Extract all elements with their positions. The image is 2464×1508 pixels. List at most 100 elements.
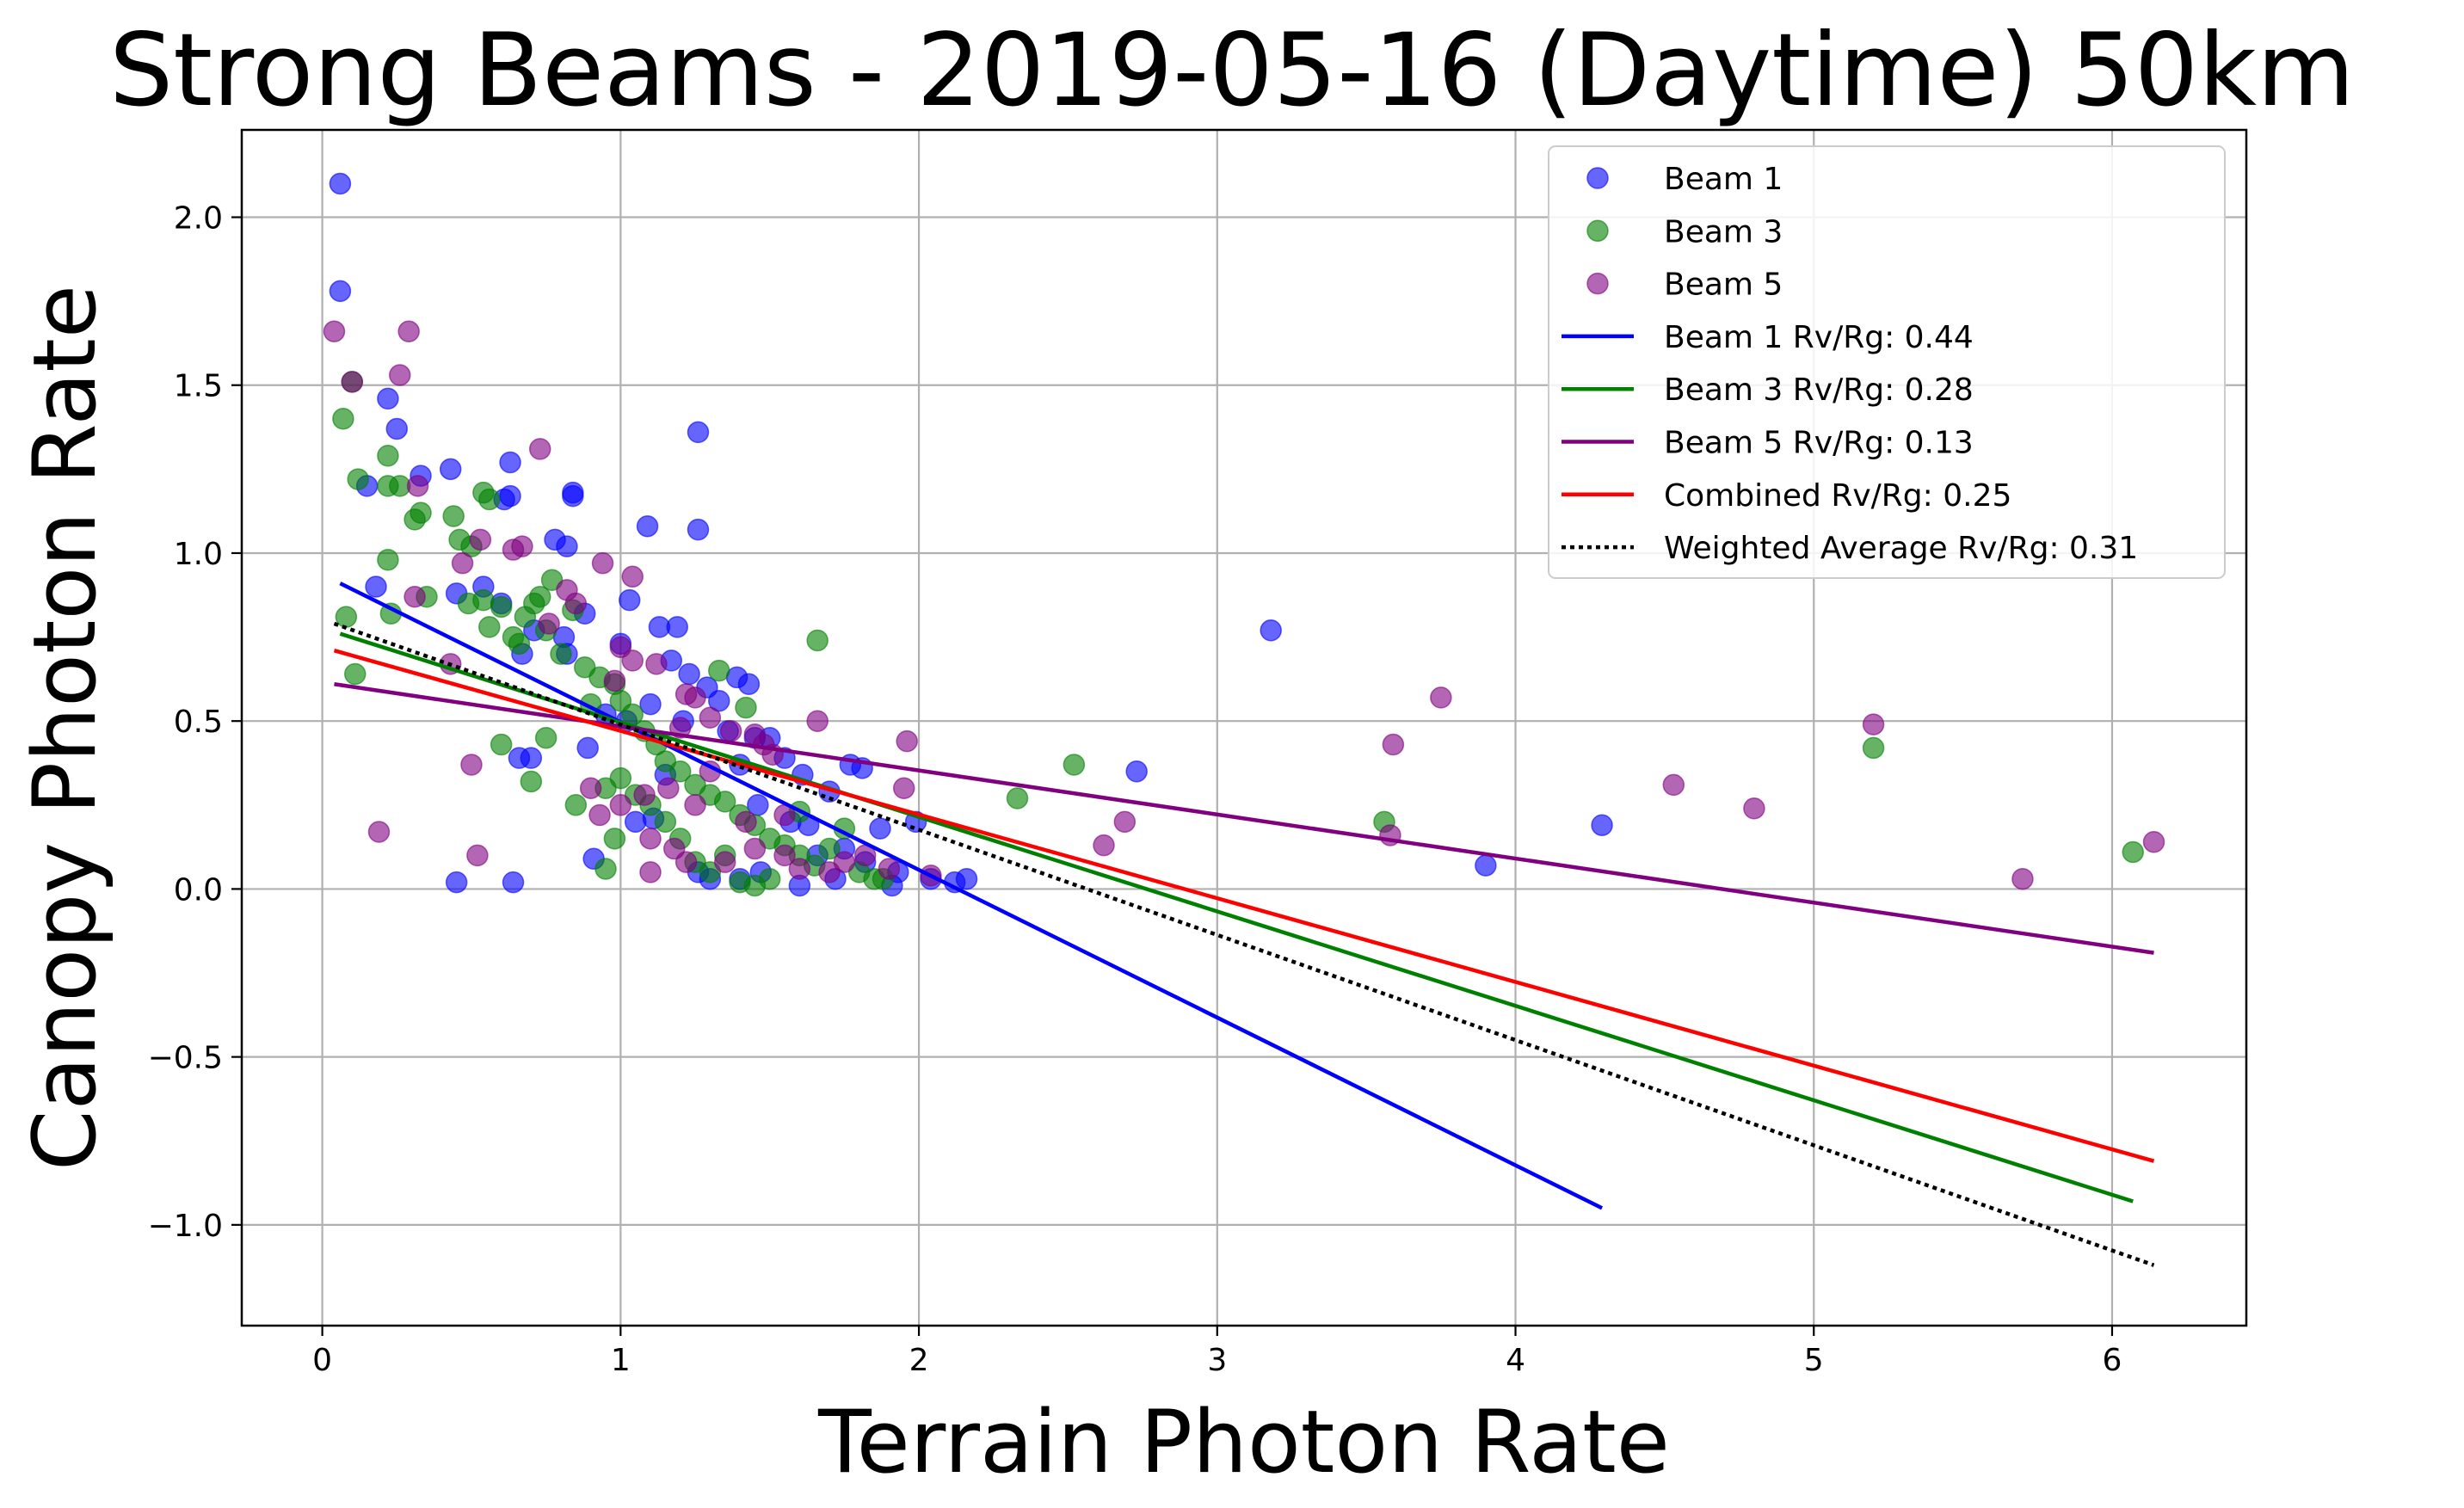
beam-5-point [1382, 733, 1405, 756]
beam-5-point [341, 371, 364, 393]
beam-5-point [460, 754, 483, 776]
beam-5-point [609, 794, 632, 816]
beam-3-point [344, 662, 367, 686]
beam-5-point [1862, 713, 1885, 736]
x-axis: 0 1 2 3 4 5 6 [312, 1326, 2122, 1378]
x-tick-label: 5 [1804, 1343, 1824, 1378]
beam-1-point [618, 588, 641, 612]
x-tick-label: 6 [2103, 1343, 2122, 1378]
beam-5-point [588, 803, 611, 827]
legend-box [1548, 145, 2226, 579]
beam-5-point [639, 828, 662, 850]
legend-label: Beam 3 [1664, 214, 1783, 249]
beam-1-point [499, 451, 521, 474]
beam-5-point [389, 364, 411, 386]
beam-1-point [639, 692, 662, 716]
y-tick-label: −1.0 [148, 1209, 223, 1244]
beam-5-point [645, 653, 668, 675]
plot-area [240, 128, 2248, 1327]
beam-5-point [2011, 867, 2034, 890]
beam-1-rv-rg-0-44-line [339, 582, 1604, 1210]
beam-1-point [687, 518, 710, 541]
beam-1-point [329, 172, 352, 195]
beam-3-point [594, 858, 617, 880]
chart-title: Strong Beams - 2019-05-16 (Daytime) 50km [109, 11, 2355, 129]
beam-3-point [818, 837, 841, 860]
beam-5-point [657, 777, 680, 800]
beam-5-point [788, 858, 811, 880]
beam-5-point [323, 320, 346, 343]
beam-5-point [466, 844, 489, 867]
beam-3-point [708, 659, 730, 682]
beam-1-point [737, 673, 761, 695]
beam-1-point [687, 421, 710, 444]
beam-1-point [329, 280, 352, 303]
beam-1-point [576, 736, 599, 760]
x-tick-label: 4 [1506, 1343, 1525, 1378]
beam-1-point [439, 458, 462, 481]
beam-5-point [743, 837, 767, 860]
x-tick-label: 0 [312, 1343, 332, 1378]
beam-5-point [699, 706, 722, 729]
beam-3-point [490, 595, 513, 619]
grid [242, 130, 2246, 1326]
beam-3-point [564, 794, 588, 816]
beam-3-point [347, 468, 369, 490]
legend-label: Beam 3 Rv/Rg: 0.28 [1664, 372, 1974, 408]
beam-5-point [591, 551, 614, 575]
beam-3-point [332, 408, 354, 430]
beam-5-point [806, 710, 829, 732]
beam-5-point [403, 585, 426, 608]
beam-5-point [579, 777, 602, 800]
beam-5-point [367, 821, 391, 843]
beam-3-point [713, 791, 736, 813]
y-axis-label: Canopy Photon Rate [14, 285, 115, 1171]
beam-1-point [636, 514, 659, 538]
beam-3-point [1006, 787, 1029, 809]
legend-label: Beam 1 Rv/Rg: 0.44 [1664, 320, 1974, 355]
beam-3-point [335, 606, 358, 628]
beam-5-point [735, 810, 757, 834]
beam-5-point [675, 851, 698, 873]
beam-3-point [410, 502, 432, 524]
x-tick-label: 2 [909, 1343, 929, 1378]
beam-5-point [633, 784, 656, 806]
legend-label: Weighted Average Rv/Rg: 0.31 [1664, 531, 2138, 566]
beam-3-point [508, 632, 531, 656]
legend-label: Beam 5 [1664, 268, 1783, 303]
legend-marker [1586, 219, 1609, 243]
beam-5-point [2142, 831, 2165, 853]
weighted-average-rv-rg-0-31-line [333, 621, 2155, 1267]
beam-1-point [1125, 760, 1148, 783]
beam-3-point [603, 828, 626, 850]
beam-3-point [520, 770, 543, 793]
y-axis: −1.0 −0.5 0.0 0.5 1.0 1.5 2.0 [148, 201, 242, 1244]
beam-3-point [806, 629, 829, 652]
beam-5-point [773, 844, 796, 867]
beam-3-point [377, 444, 399, 467]
x-tick-label: 1 [611, 1343, 631, 1378]
beam-3-point [758, 867, 781, 890]
y-tick-label: −0.5 [148, 1041, 223, 1076]
beam-1-point [678, 662, 700, 686]
beam-1-point [869, 817, 891, 840]
beam-5-point [892, 777, 915, 800]
beam-5-point [528, 438, 551, 460]
beam-1-point [1260, 619, 1282, 642]
beam-3-point [478, 488, 501, 511]
beam-5-point [639, 861, 662, 883]
y-tick-label: 0.5 [174, 705, 223, 740]
beam-5-point [603, 669, 626, 692]
y-tick-label: 2.0 [174, 201, 223, 237]
beam-1-point [520, 747, 543, 769]
beam-3-point [1063, 754, 1086, 776]
legend-marker [1586, 167, 1609, 189]
beam-1-point [502, 871, 525, 894]
beam-5-point [1113, 810, 1137, 834]
beam-1-point [377, 387, 399, 410]
plot-frame [240, 128, 2248, 1327]
beam-5-point [684, 794, 706, 816]
x-axis-label: Terrain Photon Rate [817, 1391, 1670, 1493]
beam-3-point [668, 760, 692, 783]
